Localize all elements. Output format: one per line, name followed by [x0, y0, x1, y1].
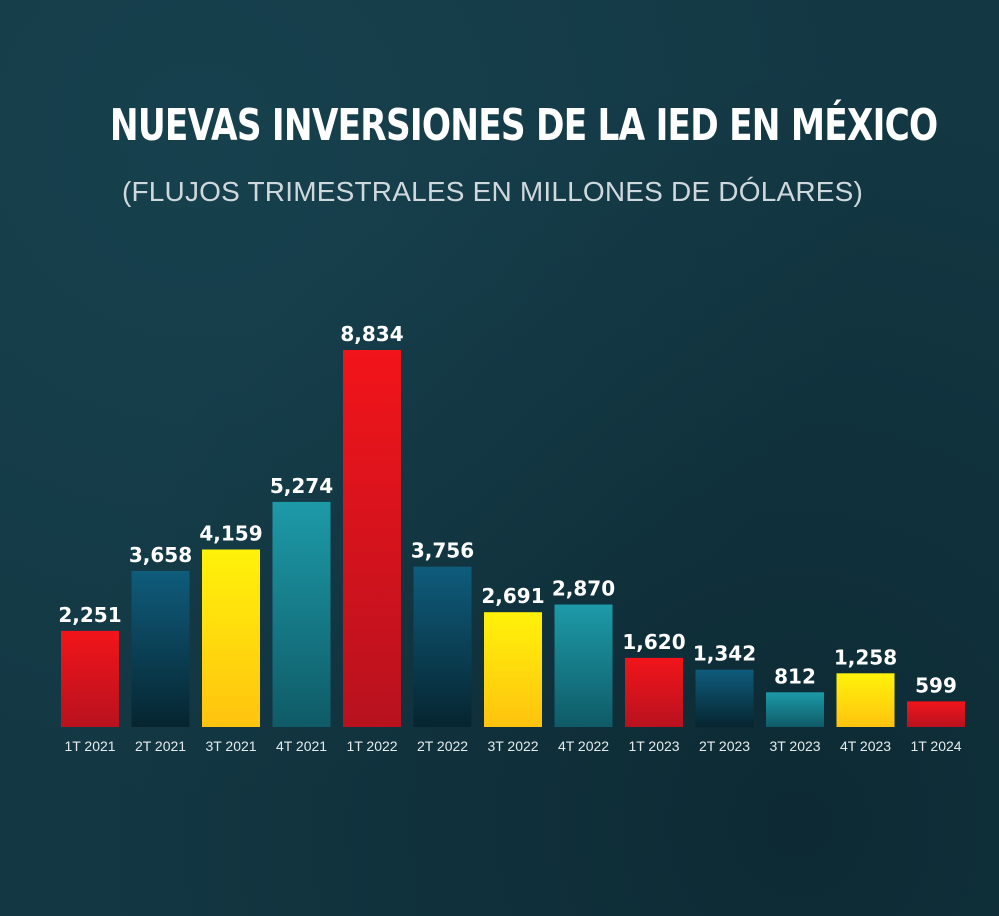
value-label: 2,870 [552, 577, 615, 601]
bar-1t-2022 [343, 350, 401, 727]
value-label: 3,658 [129, 543, 192, 567]
x-tick-label: 1T 2023 [628, 738, 679, 754]
value-label: 1,342 [693, 642, 756, 666]
value-label: 8,834 [340, 322, 403, 346]
x-tick-label: 3T 2021 [205, 738, 256, 754]
value-label: 812 [774, 664, 816, 688]
x-tick-label: 4T 2022 [558, 738, 609, 754]
x-tick-label: 2T 2022 [417, 738, 468, 754]
bar-3t-2023 [766, 692, 824, 727]
bar-1t-2024 [907, 701, 965, 727]
bar-2t-2023 [695, 669, 754, 727]
bar-4t-2023 [836, 673, 895, 727]
x-tick-label: 2T 2021 [135, 738, 186, 754]
value-label: 2,691 [481, 584, 544, 608]
value-label: 5,274 [270, 474, 333, 498]
x-tick-label: 4T 2021 [276, 738, 327, 754]
value-label: 1,620 [622, 630, 685, 654]
bar-2t-2021 [131, 570, 190, 727]
bar-3t-2022 [484, 612, 542, 727]
x-tick-label: 3T 2023 [769, 738, 820, 754]
x-tick-label: 2T 2023 [699, 738, 750, 754]
chart-subtitle: (FLUJOS TRIMESTRALES EN MILLONES DE DÓLA… [121, 176, 864, 207]
bar-1t-2023 [625, 657, 683, 727]
value-label: 4,159 [199, 522, 262, 546]
x-tick-label: 3T 2022 [487, 738, 538, 754]
value-label: 1,258 [834, 645, 897, 669]
value-label: 2,251 [58, 603, 121, 627]
x-tick-label: 1T 2022 [346, 738, 397, 754]
bar-3t-2021 [202, 549, 260, 727]
x-tick-label: 1T 2021 [64, 738, 115, 754]
bar-2t-2022 [413, 566, 472, 727]
value-label: 599 [915, 673, 957, 697]
bar-4t-2021 [272, 501, 331, 727]
x-tick-label: 4T 2023 [840, 738, 891, 754]
value-label: 3,756 [411, 539, 474, 563]
chart-title: NUEVAS INVERSIONES DE LA IED EN MÉXICO [109, 100, 938, 151]
bar-1t-2021 [61, 630, 119, 727]
x-tick-label: 1T 2024 [910, 738, 961, 754]
bar-4t-2022 [554, 604, 613, 727]
